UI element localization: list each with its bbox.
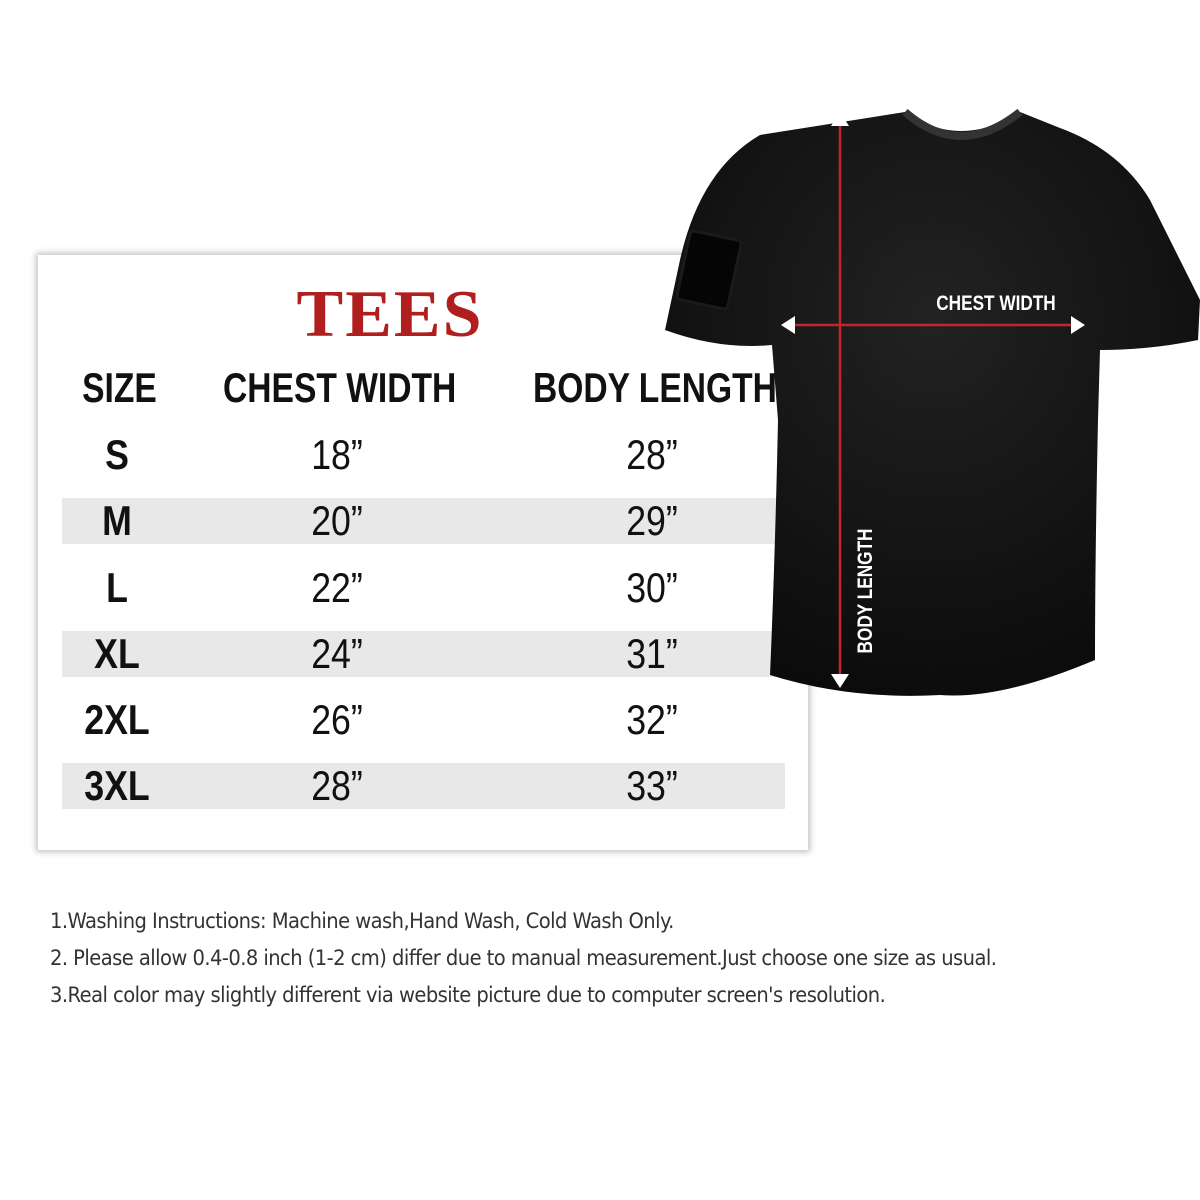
size-chart-card — [38, 255, 808, 850]
body-length-cell: 29” — [626, 497, 678, 544]
body-length-cell: 30” — [626, 564, 678, 611]
table-row: S 18” 28” — [62, 432, 785, 478]
size-cell: XL — [94, 630, 140, 677]
chest-width-cell: 22” — [311, 564, 363, 611]
table-row: L 22” 30” — [62, 565, 785, 611]
arrow-down-icon — [831, 674, 849, 688]
body-length-cell: 31” — [626, 630, 678, 677]
chest-width-cell: 24” — [311, 630, 363, 677]
collar — [902, 108, 1023, 140]
body-length-cell: 33” — [626, 762, 678, 809]
chest-width-label: CHEST WIDTH — [936, 293, 1055, 316]
size-cell: M — [102, 497, 132, 544]
arrow-right-icon — [1071, 316, 1085, 334]
chest-width-cell: 26” — [311, 696, 363, 743]
body-length-cell: 28” — [626, 431, 678, 478]
size-cell: 2XL — [84, 696, 150, 743]
size-cell: 3XL — [84, 762, 150, 809]
sleeve-patch-icon — [675, 229, 743, 311]
size-cell: S — [105, 431, 129, 478]
note-washing: 1.Washing Instructions: Machine wash,Han… — [50, 909, 674, 933]
table-row: M 20” 29” — [62, 498, 785, 544]
notes: 1.Washing Instructions: Machine wash,Han… — [50, 903, 1068, 1014]
arrow-up-icon — [831, 112, 849, 126]
chest-width-cell: 18” — [311, 431, 363, 478]
table-row: XL 24” 31” — [62, 631, 785, 677]
table-row: 2XL 26” 32” — [62, 697, 785, 743]
arrow-left-icon — [781, 316, 795, 334]
table-row: 3XL 28” 33” — [62, 763, 785, 809]
note-measurement: 2. Please allow 0.4-0.8 inch (1-2 cm) di… — [50, 946, 997, 970]
body-length-cell: 32” — [626, 696, 678, 743]
body-length-label: BODY LENGTH — [855, 529, 878, 654]
chest-width-cell: 28” — [311, 762, 363, 809]
note-color: 3.Real color may slightly different via … — [50, 983, 886, 1007]
header-chest-width: CHEST WIDTH — [223, 364, 457, 411]
header-body-length: BODY LENGTH — [533, 364, 777, 411]
size-cell: L — [106, 564, 128, 611]
brand-logo: TEES — [296, 277, 484, 352]
chest-width-cell: 20” — [311, 497, 363, 544]
tshirt-shape — [665, 112, 1200, 696]
header-size: SIZE — [82, 364, 157, 411]
